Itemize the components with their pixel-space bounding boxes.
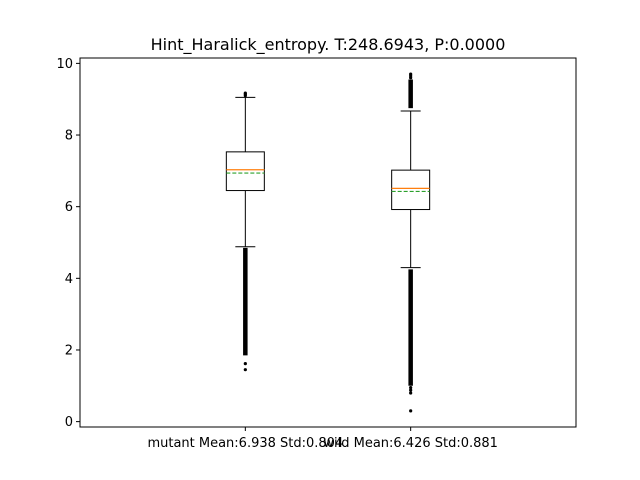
box-0-outlier-high-2 [243,91,247,95]
y-tick-label-8: 8 [65,129,73,144]
box-1-iqr [391,169,431,211]
chart-title: Hint_Haralick_entropy. T:248.6943, P:0.0… [151,35,506,55]
y-tick-label-4: 4 [65,272,73,287]
y-tick-label-6: 6 [65,200,73,215]
box-1-outlier-low-0 [409,385,413,390]
box-1-outlier-low-1 [409,388,413,392]
x-tick-label-0: mutant Mean:6.938 Std:0.804 [147,436,343,451]
y-tick-label-2: 2 [65,343,73,358]
box-1-outlier-high-2 [409,72,413,76]
x-tick-label-1: wild Mean:6.426 Std:0.881 [323,436,498,451]
box-1-outlier-low-2 [409,391,413,395]
plot-frame [79,57,577,428]
box-0-outlier-low-0 [243,361,247,366]
box-1-outlier-low-3 [409,409,413,413]
box-0-outlier-low-1 [243,368,247,372]
box-0-iqr [225,151,265,192]
y-tick-label-0: 0 [65,415,73,430]
y-tick-label-10: 10 [56,57,73,72]
